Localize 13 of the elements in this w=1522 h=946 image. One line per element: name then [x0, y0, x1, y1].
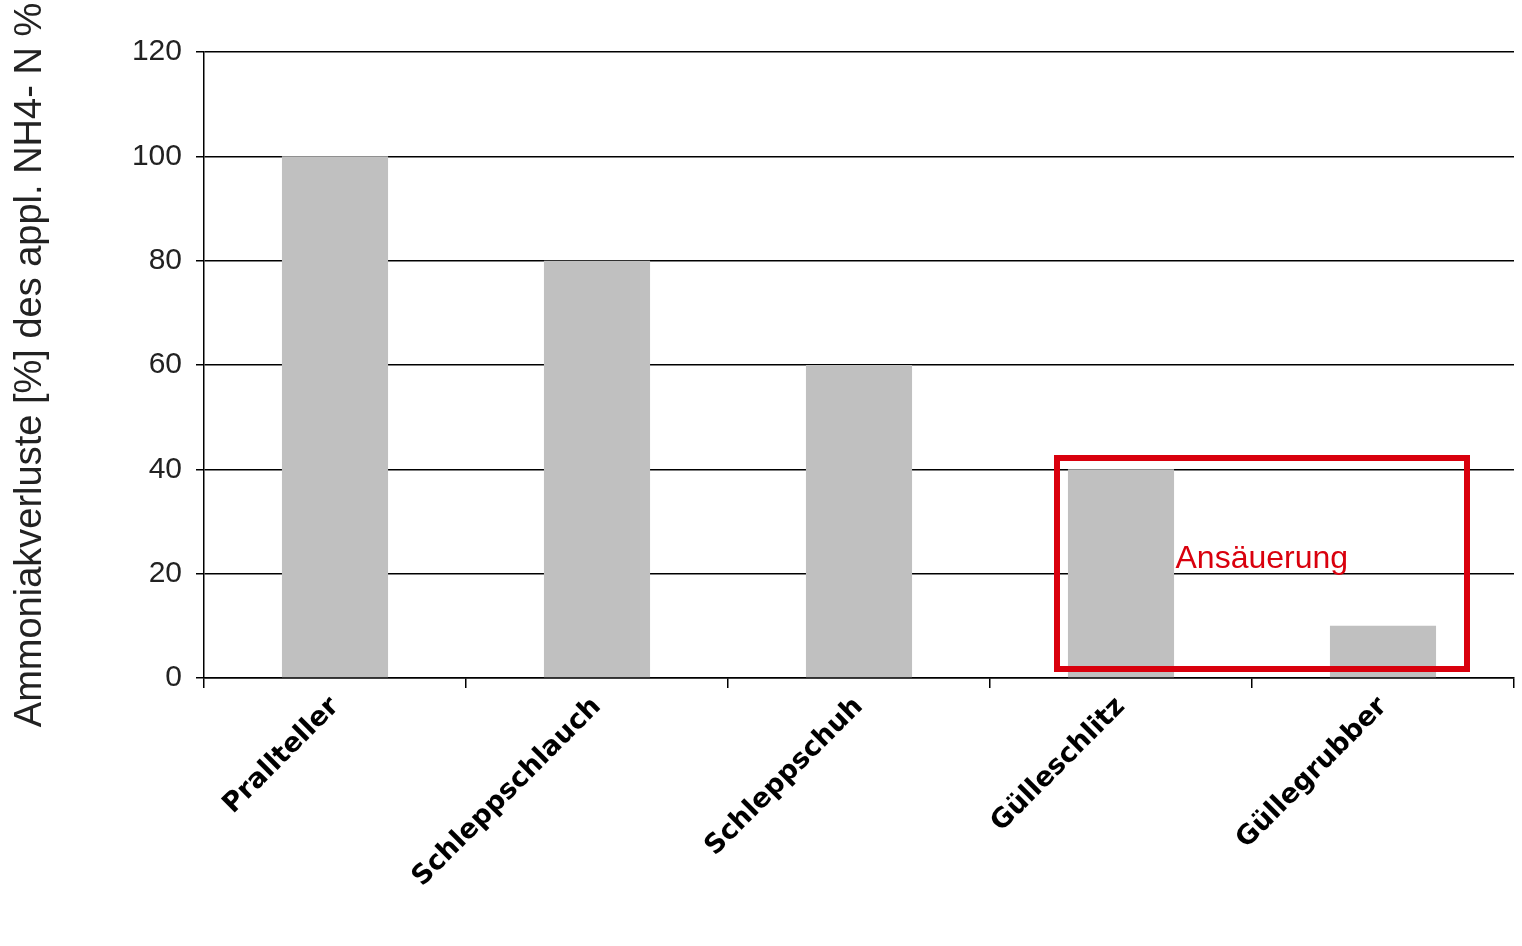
- y-tick-label: 120: [131, 33, 182, 67]
- bar: [805, 365, 913, 678]
- y-tick-label: 100: [131, 137, 182, 171]
- y-tick-label: 60: [148, 346, 182, 380]
- y-tick-label: 40: [148, 450, 182, 484]
- y-tick-label: 80: [148, 241, 182, 275]
- bar: [543, 260, 651, 678]
- annotation: Ansäuerung: [1175, 539, 1349, 577]
- bar: [281, 156, 389, 678]
- y-axis-title: Ammoniakverluste [%] des appl. NH4- N %: [7, 2, 50, 728]
- y-tick-label: 20: [148, 554, 182, 588]
- bar: [1067, 469, 1175, 678]
- y-tick-label: 0: [165, 659, 182, 693]
